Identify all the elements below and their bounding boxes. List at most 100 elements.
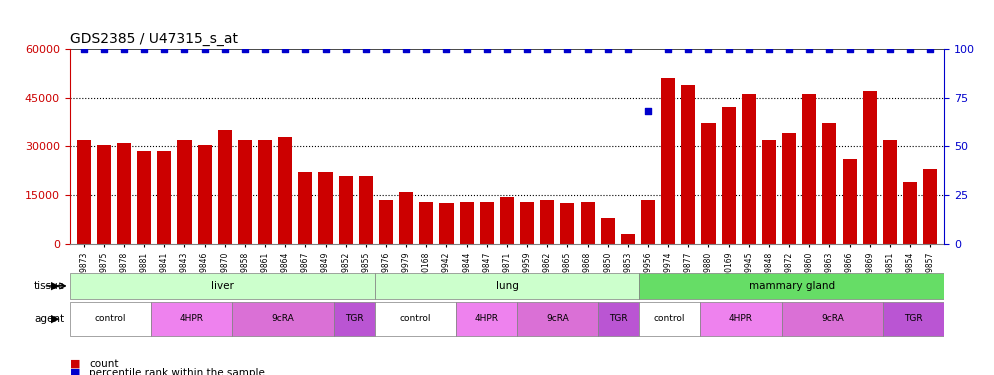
Bar <box>802 94 816 244</box>
FancyBboxPatch shape <box>70 302 151 336</box>
Bar <box>318 172 333 244</box>
FancyBboxPatch shape <box>517 302 598 336</box>
Bar <box>298 172 312 244</box>
FancyBboxPatch shape <box>70 273 375 298</box>
Text: 4HPR: 4HPR <box>729 314 752 323</box>
Bar <box>661 78 675 244</box>
Text: tissue: tissue <box>34 281 65 291</box>
Point <box>842 46 858 52</box>
Bar <box>702 123 716 244</box>
Bar <box>923 169 937 244</box>
Point <box>116 46 132 52</box>
FancyBboxPatch shape <box>639 302 700 336</box>
Bar <box>621 234 635 244</box>
Point <box>580 46 595 52</box>
Bar <box>822 123 837 244</box>
Point <box>257 46 273 52</box>
Point <box>620 46 636 52</box>
Point <box>862 46 878 52</box>
Point <box>438 46 454 52</box>
Text: control: control <box>400 314 431 323</box>
Point <box>418 46 434 52</box>
Point <box>680 46 696 52</box>
FancyBboxPatch shape <box>456 302 517 336</box>
Point <box>217 46 233 52</box>
Point <box>136 46 152 52</box>
Bar <box>561 203 575 244</box>
Bar <box>177 140 192 244</box>
FancyBboxPatch shape <box>334 302 375 336</box>
Bar <box>419 201 433 244</box>
Point <box>540 46 556 52</box>
Point <box>922 46 938 52</box>
Bar <box>681 84 696 244</box>
Point <box>479 46 495 52</box>
Bar <box>520 201 534 244</box>
Point <box>499 46 515 52</box>
Text: agent: agent <box>35 314 65 324</box>
Point <box>821 46 837 52</box>
Text: control: control <box>94 314 126 323</box>
Bar <box>500 196 514 244</box>
Bar <box>278 136 292 244</box>
Text: TGR: TGR <box>905 314 923 323</box>
Point <box>660 46 676 52</box>
Text: ▶: ▶ <box>51 314 60 324</box>
Bar <box>580 201 594 244</box>
Text: 4HPR: 4HPR <box>474 314 499 323</box>
Text: 9cRA: 9cRA <box>821 314 844 323</box>
Point <box>399 46 414 52</box>
Point <box>560 46 576 52</box>
Point <box>378 46 394 52</box>
Text: count: count <box>89 359 119 369</box>
Point <box>640 108 656 114</box>
Text: mammary gland: mammary gland <box>748 281 835 291</box>
FancyBboxPatch shape <box>233 302 334 336</box>
Text: TGR: TGR <box>609 314 628 323</box>
Bar <box>600 218 614 244</box>
Point <box>237 46 252 52</box>
Point <box>903 46 918 52</box>
Bar <box>198 145 212 244</box>
Text: TGR: TGR <box>345 314 364 323</box>
Text: ■: ■ <box>70 368 81 375</box>
Bar <box>400 192 414 244</box>
Bar <box>761 140 776 244</box>
Bar <box>137 151 151 244</box>
Point <box>338 46 354 52</box>
Point <box>177 46 193 52</box>
Point <box>197 46 213 52</box>
Bar <box>218 130 232 244</box>
Bar <box>903 182 917 244</box>
Bar <box>379 200 393 244</box>
Bar <box>359 176 373 244</box>
Bar <box>641 200 655 244</box>
FancyBboxPatch shape <box>151 302 233 336</box>
Text: 9cRA: 9cRA <box>547 314 570 323</box>
Point <box>277 46 293 52</box>
Point <box>801 46 817 52</box>
Bar <box>883 140 897 244</box>
Point <box>76 46 91 52</box>
Point <box>358 46 374 52</box>
FancyBboxPatch shape <box>598 302 639 336</box>
Text: 9cRA: 9cRA <box>271 314 294 323</box>
Bar <box>77 140 90 244</box>
FancyBboxPatch shape <box>700 302 781 336</box>
Point <box>781 46 797 52</box>
Text: control: control <box>654 314 686 323</box>
Bar <box>540 200 555 244</box>
Bar <box>157 151 171 244</box>
Point <box>599 46 615 52</box>
Bar <box>117 143 131 244</box>
FancyBboxPatch shape <box>375 273 639 298</box>
FancyBboxPatch shape <box>884 302 944 336</box>
FancyBboxPatch shape <box>781 302 884 336</box>
Point <box>156 46 172 52</box>
Text: ■: ■ <box>70 359 81 369</box>
Bar <box>238 140 252 244</box>
Bar <box>258 140 272 244</box>
Text: GDS2385 / U47315_s_at: GDS2385 / U47315_s_at <box>70 32 238 46</box>
FancyBboxPatch shape <box>375 302 456 336</box>
Bar <box>96 145 111 244</box>
